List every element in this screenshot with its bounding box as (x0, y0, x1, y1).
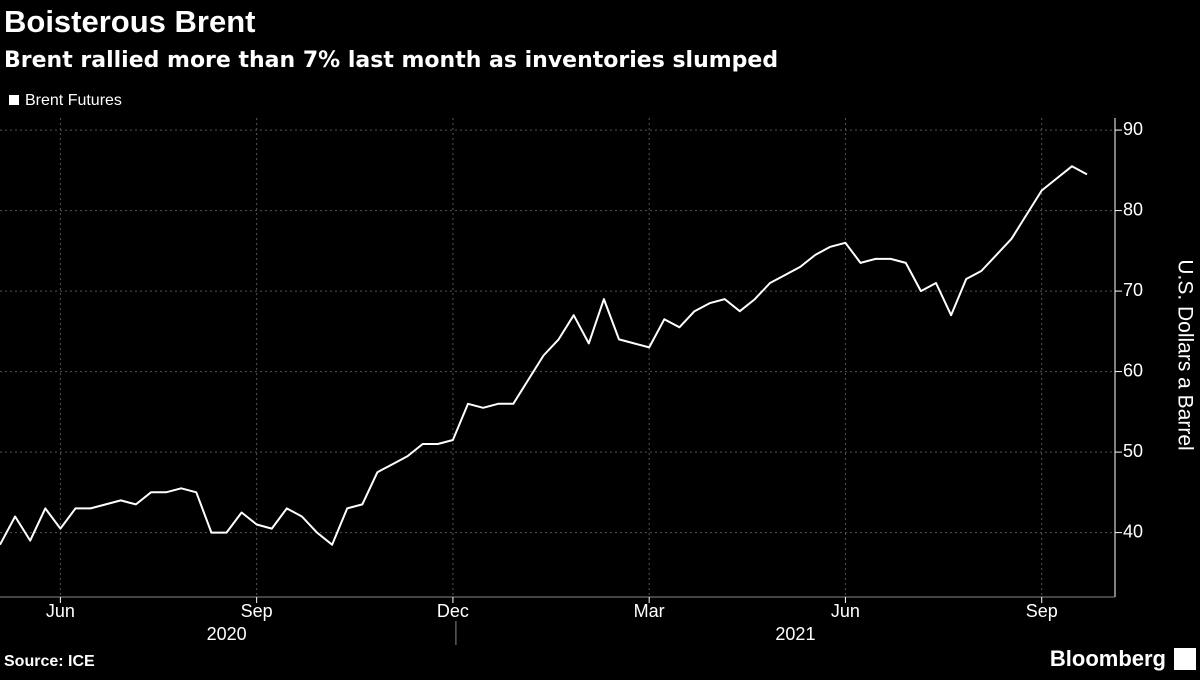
x-tick-label: Sep (1026, 601, 1058, 621)
y-tick-label: 40 (1123, 521, 1143, 541)
chart-subtitle: Brent rallied more than 7% last month as… (4, 48, 778, 73)
x-tick-label: Jun (46, 601, 75, 621)
brand-icon (1174, 648, 1196, 670)
chart-title: Boisterous Brent (4, 4, 255, 39)
brand: Bloomberg (1050, 646, 1166, 671)
y-tick-label: 80 (1123, 199, 1143, 219)
year-label: 2020 (207, 624, 247, 644)
y-tick-label: 50 (1123, 441, 1143, 461)
x-tick-label: Jun (831, 601, 860, 621)
x-tick-label: Sep (241, 601, 273, 621)
source: Source: ICE (4, 653, 95, 670)
y-tick-label: 60 (1123, 360, 1143, 380)
x-tick-label: Dec (437, 601, 469, 621)
y-tick-label: 70 (1123, 280, 1143, 300)
x-tick-label: Mar (634, 601, 665, 621)
year-label: 2021 (775, 624, 815, 644)
legend-label: Brent Futures (25, 92, 122, 109)
legend-swatch (9, 95, 19, 105)
y-tick-label: 90 (1123, 119, 1143, 139)
y-axis-title: U.S. Dollars a Barrel (1173, 259, 1196, 450)
line-series (0, 165, 1088, 546)
